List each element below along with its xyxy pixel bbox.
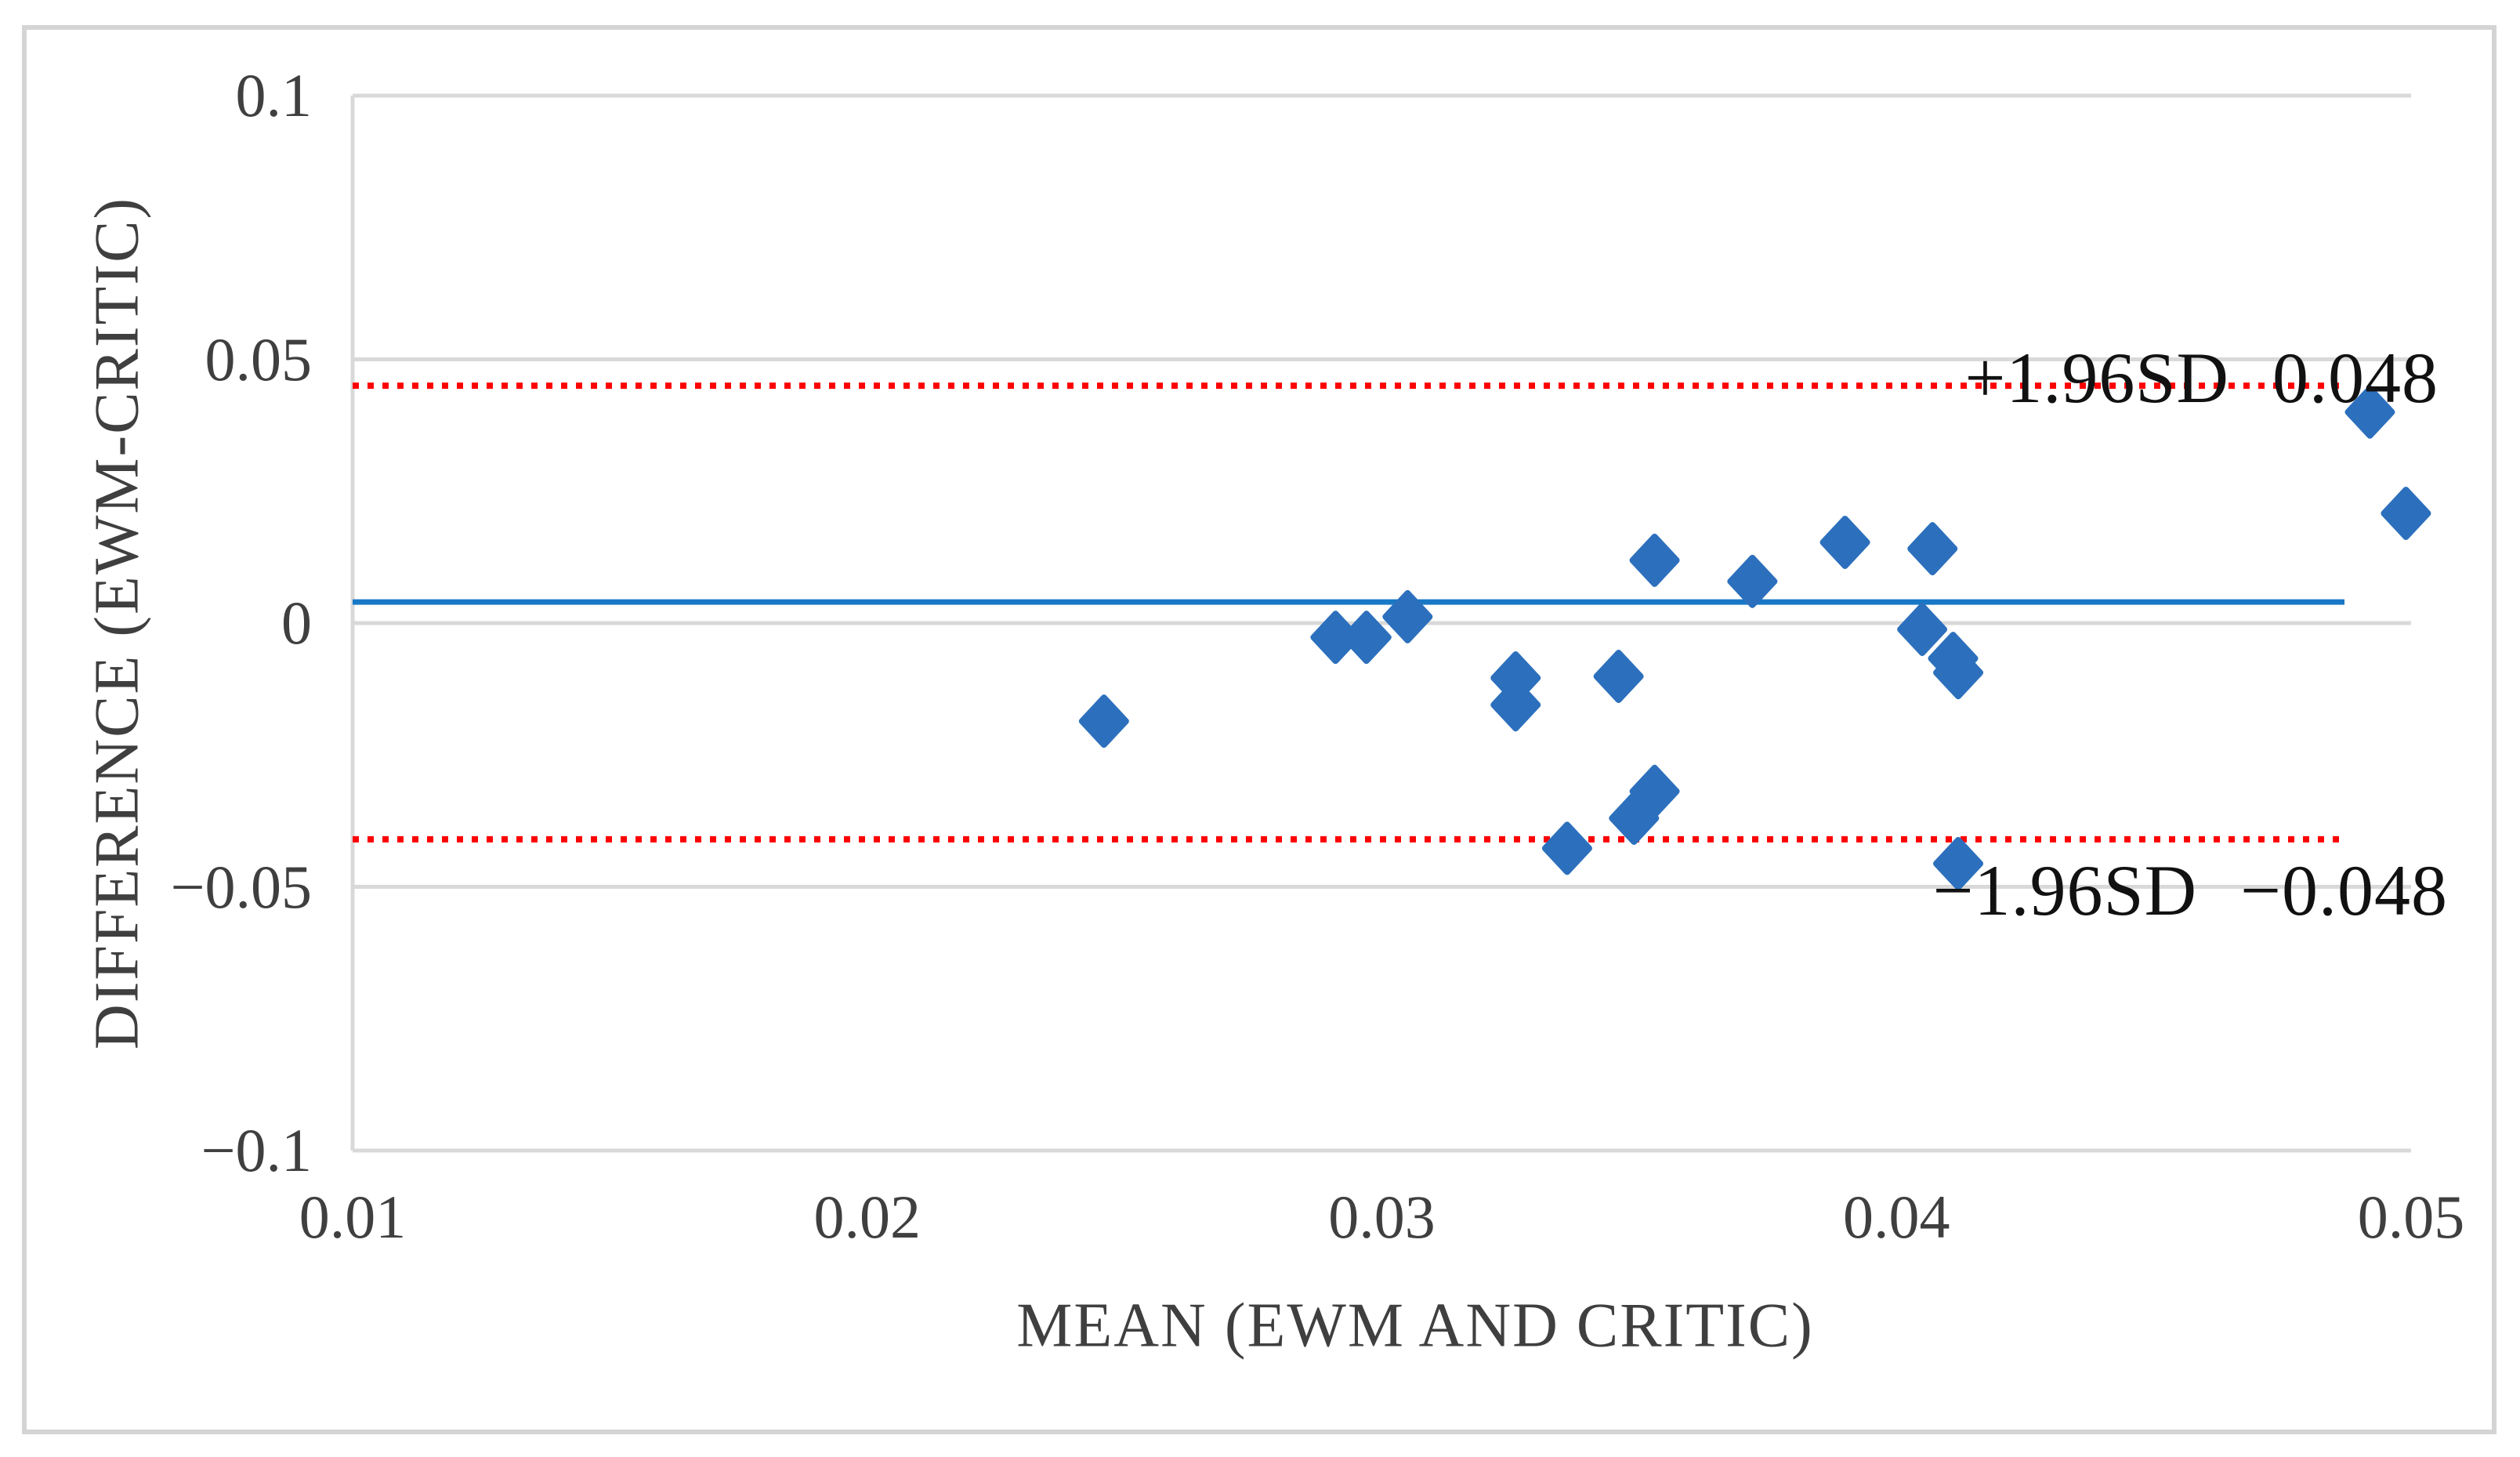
data-point-diamond: [1490, 678, 1541, 732]
y-axis-title: DIFFERENCE (EWM-CRITIC): [82, 196, 152, 1050]
data-point-diamond: [1629, 764, 1680, 818]
data-point-diamond: [1933, 836, 1984, 890]
y-axis-tick-label: 0: [281, 589, 312, 657]
upper-limit-annotation: +1.96SD 0.048: [1965, 336, 2439, 419]
lower-limit-sd-label: −1.96SD: [1932, 850, 2198, 930]
data-point-diamond: [1629, 533, 1680, 587]
data-point-diamond: [1933, 646, 1984, 700]
data-point-diamond: [2381, 487, 2431, 541]
data-point-diamond: [2344, 385, 2395, 439]
y-axis-tick-label: −0.05: [170, 852, 313, 921]
x-axis-tick-label: 0.03: [1328, 1183, 1436, 1251]
data-point-diamond: [1541, 821, 1592, 875]
lower-limit-annotation: −1.96SD −0.048: [1933, 849, 2448, 932]
upper-limit-sd-label: +1.96SD: [1964, 338, 2229, 418]
data-point-diamond: [1897, 603, 1948, 657]
x-axis-tick-label: 0.05: [2357, 1183, 2465, 1251]
x-axis-tick-label: 0.01: [299, 1183, 407, 1251]
lower-limit-value: −0.048: [2240, 850, 2448, 930]
x-axis-tick-label: 0.04: [1843, 1183, 1950, 1251]
upper-limit-value: 0.048: [2272, 338, 2439, 418]
data-point-diamond: [1907, 522, 1958, 576]
data-point-diamond: [1341, 611, 1392, 665]
x-axis-title: MEAN (EWM AND CRITIC): [1016, 1291, 1814, 1361]
data-point-diamond: [1819, 516, 1870, 570]
data-point-diamond: [1727, 554, 1778, 608]
y-axis-tick-label: 0.05: [205, 324, 313, 393]
figure-border: [22, 25, 2496, 1434]
data-point-diamond: [1078, 694, 1129, 748]
x-axis-tick-label: 0.02: [813, 1183, 921, 1251]
data-point-diamond: [1593, 649, 1644, 703]
y-axis-tick-label: −0.1: [201, 1116, 313, 1184]
data-point-diamond: [1382, 589, 1433, 643]
y-axis-tick-label: 0.1: [235, 61, 313, 129]
